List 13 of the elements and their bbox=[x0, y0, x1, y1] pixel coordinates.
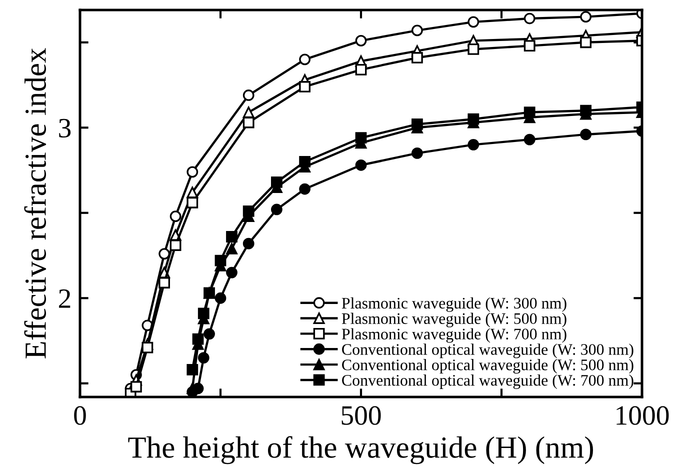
x-axis-title: The height of the waveguide (H) (nm) bbox=[128, 436, 593, 464]
y-tick-label: 2 bbox=[58, 289, 70, 308]
y-tick-label: 3 bbox=[59, 118, 71, 138]
x-tick-label: 1000 bbox=[616, 406, 669, 425]
x-tick-label: 0 bbox=[74, 406, 86, 425]
legend-label: Plasmonic waveguide (W: 700 nm) bbox=[342, 328, 566, 343]
y-axis-title: Effective refractive index bbox=[24, 48, 46, 358]
legend-label: Plasmonic waveguide (W: 500 nm) bbox=[342, 312, 566, 328]
legend-label: Conventional optical waveguide (W: 500 nm) bbox=[342, 359, 634, 374]
legend-label: Conventional optical waveguide (W: 300 nm) bbox=[342, 344, 634, 358]
legend-label: Plasmonic waveguide (W: 300 nm) bbox=[342, 297, 566, 312]
x-tick-label: 500 bbox=[342, 406, 381, 425]
legend-label: Conventional optical waveguide (W: 700 nm) bbox=[342, 374, 634, 390]
